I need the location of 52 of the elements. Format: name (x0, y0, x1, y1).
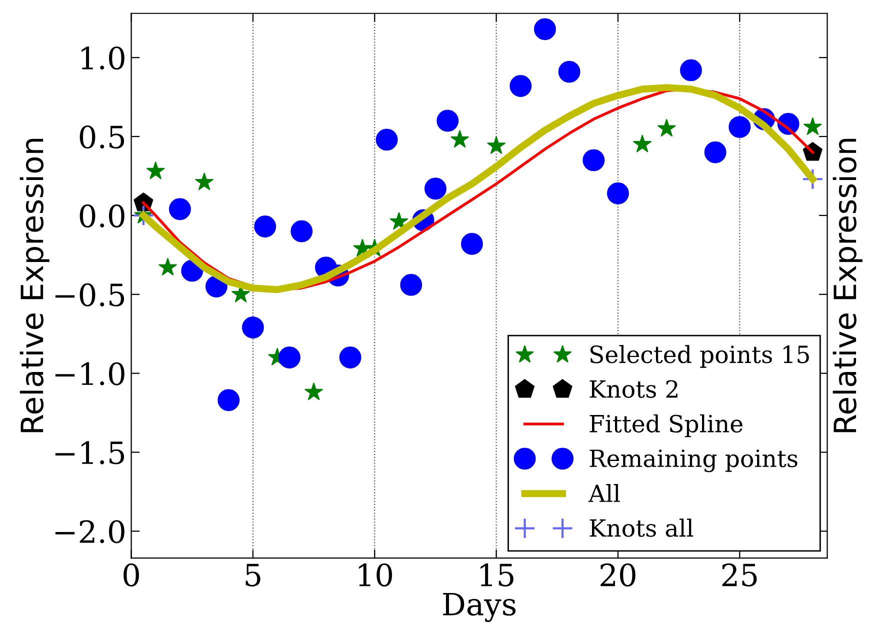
point (195, 172, 214, 190)
point (278, 346, 300, 368)
y2-axis-title: Relative Expression (832, 138, 862, 432)
y-tick-label: 0.5 (80, 125, 124, 149)
point (607, 182, 629, 204)
legend-label: All (588, 484, 620, 502)
y-tick-label: −1.5 (55, 441, 124, 464)
point (339, 346, 362, 368)
point (436, 110, 459, 132)
point (558, 60, 580, 83)
x-tick-label: 0 (124, 563, 139, 587)
point (704, 141, 726, 164)
point (218, 389, 240, 412)
y-axis-title: Relative Expression (20, 138, 50, 432)
point (168, 198, 191, 220)
point (390, 212, 408, 230)
legend-label: Remaining points (590, 450, 798, 472)
point (534, 18, 556, 40)
y-tick-label: −1.0 (55, 362, 124, 386)
point (400, 274, 422, 296)
point (450, 130, 469, 148)
x-tick-label: 5 (246, 564, 260, 587)
point (658, 119, 676, 136)
x-tick-label: 15 (480, 563, 514, 587)
point (460, 232, 483, 255)
point (304, 382, 323, 400)
point (510, 75, 532, 97)
point (146, 162, 165, 180)
legend-label: Knots all (590, 518, 694, 537)
legend-label: Selected points 15 (590, 345, 809, 368)
point (633, 134, 652, 152)
point (242, 316, 264, 338)
legend-label: Knots 2 (590, 380, 678, 398)
point (728, 116, 751, 138)
x-tick-label: 25 (722, 563, 757, 587)
point (254, 216, 276, 238)
point (582, 149, 605, 172)
point (424, 178, 446, 200)
x-tick-label: 10 (358, 563, 392, 587)
y-tick-label: 1.0 (82, 46, 124, 70)
point (487, 136, 506, 154)
point (158, 258, 177, 276)
y-tick-label: −0.5 (55, 283, 124, 306)
x-tick-label: 20 (600, 563, 636, 587)
point (804, 117, 822, 135)
point (376, 128, 398, 151)
x-axis-title: Days (443, 592, 516, 622)
point (680, 59, 702, 82)
y-tick-label: 0.0 (80, 204, 124, 228)
legend-label: Fitted Spline (590, 414, 742, 438)
point (290, 220, 313, 242)
y-tick-label: −2.0 (55, 520, 124, 544)
